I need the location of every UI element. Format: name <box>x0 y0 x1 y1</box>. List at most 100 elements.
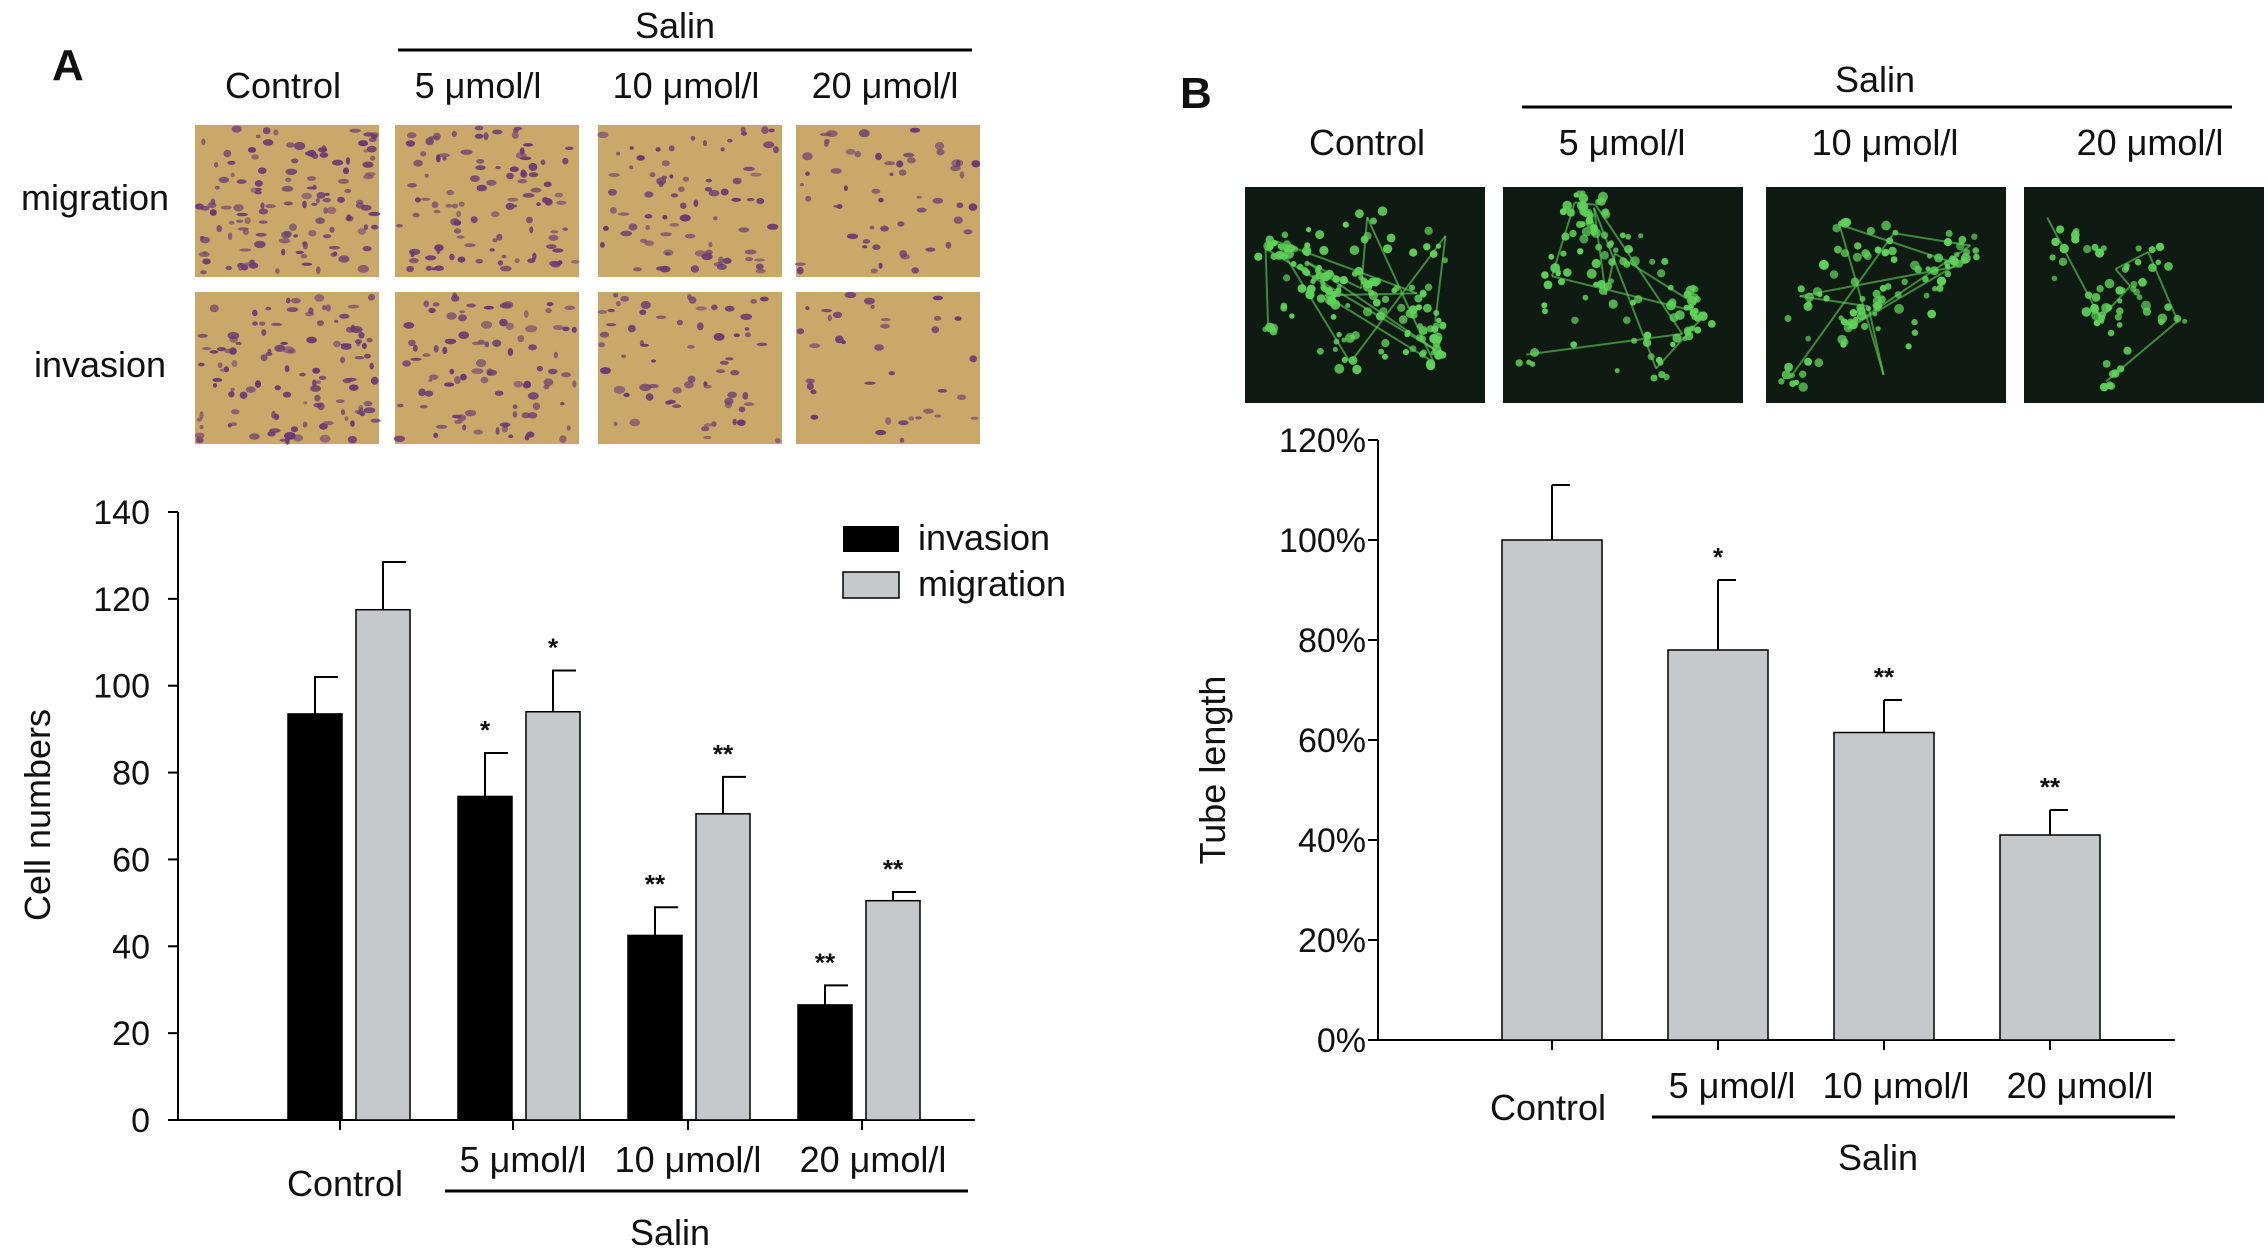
stained-cell <box>292 434 304 442</box>
stained-cell <box>888 371 895 376</box>
stained-cell <box>261 329 267 336</box>
fluorescent-cell <box>1929 266 1939 276</box>
stained-cell <box>299 372 306 377</box>
stained-cell <box>898 420 909 426</box>
stained-cell <box>844 291 857 299</box>
fluorescent-cell <box>1823 295 1830 302</box>
stained-cell <box>458 331 470 340</box>
fluorescent-cell <box>2117 298 2123 304</box>
fluorescent-cell <box>1614 368 1620 374</box>
fluorescent-cell <box>1590 229 1597 236</box>
stained-cell <box>722 257 732 264</box>
stained-cell <box>863 297 875 305</box>
panel-a-micrographs <box>194 125 981 445</box>
stained-cell <box>235 341 242 346</box>
fluorescent-cell <box>1439 351 1447 359</box>
stained-cell <box>340 409 346 416</box>
fluorescent-cell <box>1550 263 1561 273</box>
fluorescent-cell <box>1560 250 1567 257</box>
stained-cell <box>697 322 704 331</box>
stained-cell <box>677 186 685 193</box>
stained-cell <box>453 228 462 234</box>
fluorescent-cell <box>2108 370 2117 378</box>
stained-cell <box>871 188 881 194</box>
stained-cell <box>514 258 520 264</box>
stained-cell <box>344 416 349 421</box>
significance-mark: * <box>548 633 559 663</box>
stained-cell <box>420 197 431 201</box>
stained-cell <box>326 206 337 214</box>
stained-cell <box>520 156 532 161</box>
fluorescent-cell <box>1624 244 1633 254</box>
stained-cell <box>598 342 605 348</box>
fluorescent-cell <box>1349 334 1355 340</box>
fluorescent-cell <box>1833 245 1842 254</box>
fluorescent-cell <box>2136 294 2143 301</box>
bar-invasion <box>287 713 343 1121</box>
fluorescent-cell <box>1368 289 1375 296</box>
stained-cell <box>363 174 374 180</box>
chart-b-y-tick-label: 60% <box>1298 722 1366 760</box>
stained-cell <box>418 388 426 397</box>
stained-cell <box>963 229 973 235</box>
tube-segment <box>2099 285 2131 320</box>
stained-cell <box>727 138 733 143</box>
stained-cell <box>931 326 940 334</box>
stained-cell <box>239 391 248 399</box>
fluorescent-cell <box>1362 307 1373 317</box>
fluorescent-cell <box>1372 298 1381 307</box>
stained-cell <box>285 177 292 183</box>
chart-b-y-tick-label: 100% <box>1279 522 1366 560</box>
panel-a-micro-col-label: 5 μmol/l <box>415 65 542 106</box>
fluorescent-cell <box>2083 245 2092 254</box>
fluorescent-cell <box>1956 241 1965 251</box>
fluorescent-cell <box>1877 295 1886 304</box>
stained-cell <box>254 380 262 388</box>
chart-a-y-tick-label: 60 <box>112 841 150 879</box>
stained-cell <box>708 190 720 197</box>
panel-a-micro-col-label: Control <box>225 65 341 106</box>
stained-cell <box>687 375 696 383</box>
fluorescent-cell <box>1426 361 1436 371</box>
stained-cell <box>412 212 420 218</box>
stained-cell <box>494 390 504 396</box>
fluorescent-cell <box>1360 235 1369 244</box>
fluorescent-cell <box>2095 248 2105 258</box>
chart-a-category-label: Control <box>287 1163 403 1204</box>
stained-cell <box>325 304 331 312</box>
stained-cell <box>413 159 423 167</box>
chart-a-ylabel: Cell numbers <box>17 709 58 921</box>
fluorescent-cell <box>1530 348 1540 357</box>
fluorescent-cell <box>1784 315 1792 322</box>
stained-cell <box>629 418 641 427</box>
fluorescent-cell <box>1342 221 1349 228</box>
chart-b-category-label: 20 μmol/l <box>2007 1065 2154 1106</box>
fluorescent-cell <box>1934 253 1944 263</box>
stained-cell <box>212 378 223 382</box>
stained-cell <box>306 336 317 344</box>
fluorescent-cell <box>1397 303 1406 312</box>
stained-cell <box>680 202 687 209</box>
fluorescent-cell <box>1582 294 1589 301</box>
stained-cell <box>880 225 889 232</box>
stained-cell <box>419 405 428 409</box>
chart-b-y-tick-label: 120% <box>1279 422 1366 460</box>
stained-cell <box>367 294 376 301</box>
chart-b-category-label: Control <box>1490 1087 1606 1128</box>
fluorescent-cell <box>1832 224 1841 233</box>
fluorescent-cell <box>1856 306 1866 315</box>
tube-segment <box>2114 268 2131 287</box>
stained-cell <box>492 339 502 347</box>
tube-segment <box>1788 232 1895 380</box>
fluorescent-cell <box>1892 229 1899 236</box>
stained-cell <box>806 382 814 390</box>
stained-cell <box>364 353 371 359</box>
stained-cell <box>231 360 238 367</box>
stained-cell <box>354 356 365 360</box>
stained-cell <box>349 128 361 133</box>
stained-cell <box>254 240 266 249</box>
fluorescent-cell <box>1320 280 1326 287</box>
stained-cell <box>672 387 682 394</box>
stained-cell <box>676 319 684 326</box>
stained-cell <box>474 133 484 139</box>
